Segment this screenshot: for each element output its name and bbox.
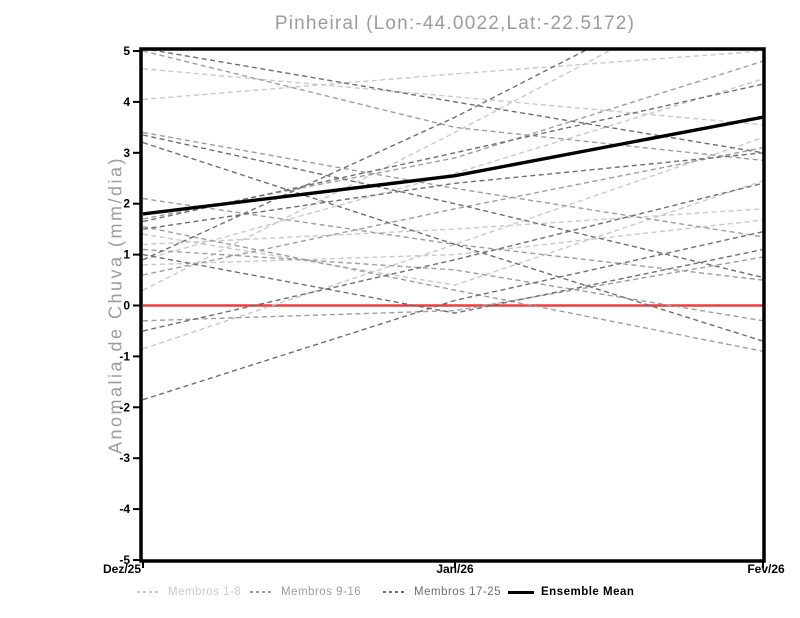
y-tick-label: 2 (123, 197, 130, 211)
member-line-17 (142, 49, 764, 154)
legend-label: Ensemble Mean (541, 586, 635, 598)
member-line-3 (142, 49, 615, 291)
member-line-5 (142, 208, 764, 246)
dashed-line-sample-icon (250, 591, 274, 593)
y-tick-label: -3 (119, 451, 130, 465)
member-line-15 (142, 147, 764, 276)
member-line-4 (142, 78, 764, 261)
member-line-8 (142, 219, 764, 266)
y-tick-label: -1 (119, 349, 130, 363)
y-tick-label: -4 (119, 502, 130, 516)
member-line-10 (142, 131, 764, 238)
legend-item-membros-17-25: Membros 17-25 (383, 585, 501, 599)
ensemble-mean-line (142, 115, 764, 216)
solid-line-sample-icon (508, 590, 534, 594)
legend-label: Membros 1-8 (168, 586, 242, 598)
member-line-14 (142, 256, 764, 322)
y-tick-label: 3 (123, 146, 130, 160)
y-tick-label: 5 (123, 44, 130, 58)
x-tick-label-jan: Jan/26 (436, 562, 474, 576)
member-line-23 (142, 182, 764, 332)
dashed-line-sample-icon (383, 591, 407, 593)
member-line-13 (142, 248, 764, 322)
legend-item-membros-1-8: Membros 1-8 (137, 585, 241, 599)
y-tick-label: 0 (123, 299, 130, 313)
x-tick-label-dez: Dez/25 (102, 562, 142, 576)
member-line-16 (142, 197, 764, 281)
member-line-22 (142, 248, 764, 314)
dashed-line-sample-icon (137, 591, 161, 593)
y-tick-label: 1 (123, 248, 130, 262)
member-line-6 (142, 136, 764, 350)
member-line-20 (142, 83, 764, 223)
member-line-7 (142, 180, 764, 286)
chart-title: Pinheiral (Lon:-44.0022,Lat:-22.5172) (274, 13, 636, 34)
member-line-2 (142, 50, 764, 101)
x-tick-label-fev: Fev/26 (747, 562, 785, 576)
member-line-11 (142, 60, 764, 220)
member-line-24 (142, 231, 764, 401)
legend-item-ensemble-mean: Ensemble Mean (508, 585, 634, 599)
member-line-25 (142, 49, 590, 261)
y-tick-label: 4 (123, 95, 130, 109)
legend-label: Membros 17-25 (414, 586, 502, 598)
member-line-21 (142, 152, 764, 230)
legend: Membros 1-8 Membros 9-16 Membros 17-25 E… (0, 585, 800, 601)
legend-label: Membros 9-16 (281, 586, 362, 598)
member-line-1 (142, 68, 764, 126)
member-line-18 (142, 134, 764, 279)
y-tick-label: -2 (119, 400, 130, 414)
legend-item-membros-9-16: Membros 9-16 (250, 585, 361, 599)
member-line-12 (142, 225, 764, 352)
y-tick-label: -5 (119, 553, 130, 567)
member-line-9 (142, 50, 764, 162)
